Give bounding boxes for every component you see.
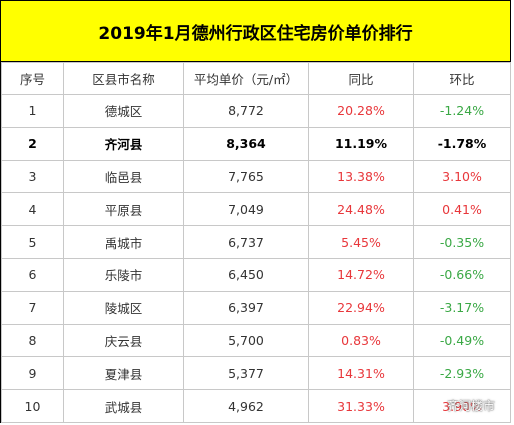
rank-cell: 3 bbox=[1, 159, 64, 194]
yoy-cell: 0.83% bbox=[308, 323, 414, 358]
price-cell: 5,377 bbox=[183, 356, 309, 391]
header-row: 序号 区县市名称 平均单价（元/㎡） 同比 环比 bbox=[1, 62, 511, 95]
table-row: 6 乐陵市 6,450 14.72% -0.66% bbox=[1, 257, 511, 292]
mom-cell: -1.78% bbox=[413, 126, 511, 161]
price-cell: 8,364 bbox=[183, 126, 309, 161]
price-cell: 8,772 bbox=[183, 94, 309, 128]
watermark-text: 齐河楼市 bbox=[447, 399, 496, 413]
name-cell: 夏津县 bbox=[63, 356, 184, 391]
price-cell: 5,700 bbox=[183, 323, 309, 358]
yoy-cell: 13.38% bbox=[308, 159, 414, 194]
name-cell: 平原县 bbox=[63, 192, 184, 227]
mom-cell: -0.66% bbox=[413, 257, 511, 292]
price-cell: 7,765 bbox=[183, 159, 309, 194]
table-row: 5 禹城市 6,737 5.45% -0.35% bbox=[1, 225, 511, 259]
table-row: 1 德城区 8,772 20.28% -1.24% bbox=[1, 94, 511, 128]
name-cell: 德城区 bbox=[63, 94, 184, 128]
yoy-cell: 14.31% bbox=[308, 356, 414, 391]
name-cell: 庆云县 bbox=[63, 323, 184, 358]
header-mom: 环比 bbox=[413, 62, 511, 95]
rank-cell: 8 bbox=[1, 323, 64, 358]
name-cell: 临邑县 bbox=[63, 159, 184, 194]
name-cell: 禹城市 bbox=[63, 225, 184, 259]
table-row: 3 临邑县 7,765 13.38% 3.10% bbox=[1, 159, 511, 194]
name-cell: 陵城区 bbox=[63, 290, 184, 325]
price-cell: 6,450 bbox=[183, 257, 309, 292]
mom-cell: -3.17% bbox=[413, 290, 511, 325]
yoy-cell: 31.33% bbox=[308, 389, 414, 423]
table-row: 10 武城县 4,962 31.33% 3.90% bbox=[1, 389, 511, 423]
rank-cell: 1 bbox=[1, 94, 64, 128]
yoy-cell: 14.72% bbox=[308, 257, 414, 292]
header-rank: 序号 bbox=[1, 62, 64, 95]
price-cell: 6,737 bbox=[183, 225, 309, 259]
rank-cell: 9 bbox=[1, 356, 64, 391]
table-row: 7 陵城区 6,397 22.94% -3.17% bbox=[1, 290, 511, 325]
header-price: 平均单价（元/㎡） bbox=[183, 62, 309, 95]
table-row: 4 平原县 7,049 24.48% 0.41% bbox=[1, 192, 511, 227]
wechat-icon bbox=[425, 398, 443, 413]
yoy-cell: 5.45% bbox=[308, 225, 414, 259]
header-name: 区县市名称 bbox=[63, 62, 184, 95]
mom-cell: 3.90% bbox=[413, 389, 511, 423]
mom-cell: -1.24% bbox=[413, 94, 511, 128]
name-cell: 乐陵市 bbox=[63, 257, 184, 292]
price-cell: 7,049 bbox=[183, 192, 309, 227]
yoy-cell: 22.94% bbox=[308, 290, 414, 325]
name-cell: 武城县 bbox=[63, 389, 184, 423]
rank-cell: 2 bbox=[1, 126, 64, 161]
mom-cell: 0.41% bbox=[413, 192, 511, 227]
header-yoy: 同比 bbox=[308, 62, 414, 95]
yoy-cell: 24.48% bbox=[308, 192, 414, 227]
rank-cell: 4 bbox=[1, 192, 64, 227]
price-cell: 4,962 bbox=[183, 389, 309, 423]
watermark: 齐河楼市 bbox=[425, 397, 495, 414]
ranking-table: 序号 区县市名称 平均单价（元/㎡） 同比 环比 1 德城区 8,772 20.… bbox=[1, 62, 511, 423]
table-title: 2019年1月德州行政区住宅房价单价排行 bbox=[1, 1, 510, 62]
mom-cell: -0.49% bbox=[413, 323, 511, 358]
table-row: 9 夏津县 5,377 14.31% -2.93% bbox=[1, 356, 511, 391]
name-cell: 齐河县 bbox=[63, 126, 184, 161]
mom-cell: 3.10% bbox=[413, 159, 511, 194]
table-row: 8 庆云县 5,700 0.83% -0.49% bbox=[1, 323, 511, 358]
price-cell: 6,397 bbox=[183, 290, 309, 325]
mom-cell: -2.93% bbox=[413, 356, 511, 391]
rank-cell: 7 bbox=[1, 290, 64, 325]
rank-cell: 10 bbox=[1, 389, 64, 423]
rank-cell: 6 bbox=[1, 257, 64, 292]
yoy-cell: 20.28% bbox=[308, 94, 414, 128]
table-row-highlighted: 2 齐河县 8,364 11.19% -1.78% bbox=[1, 126, 511, 161]
rank-cell: 5 bbox=[1, 225, 64, 259]
yoy-cell: 11.19% bbox=[308, 126, 414, 161]
mom-cell: -0.35% bbox=[413, 225, 511, 259]
